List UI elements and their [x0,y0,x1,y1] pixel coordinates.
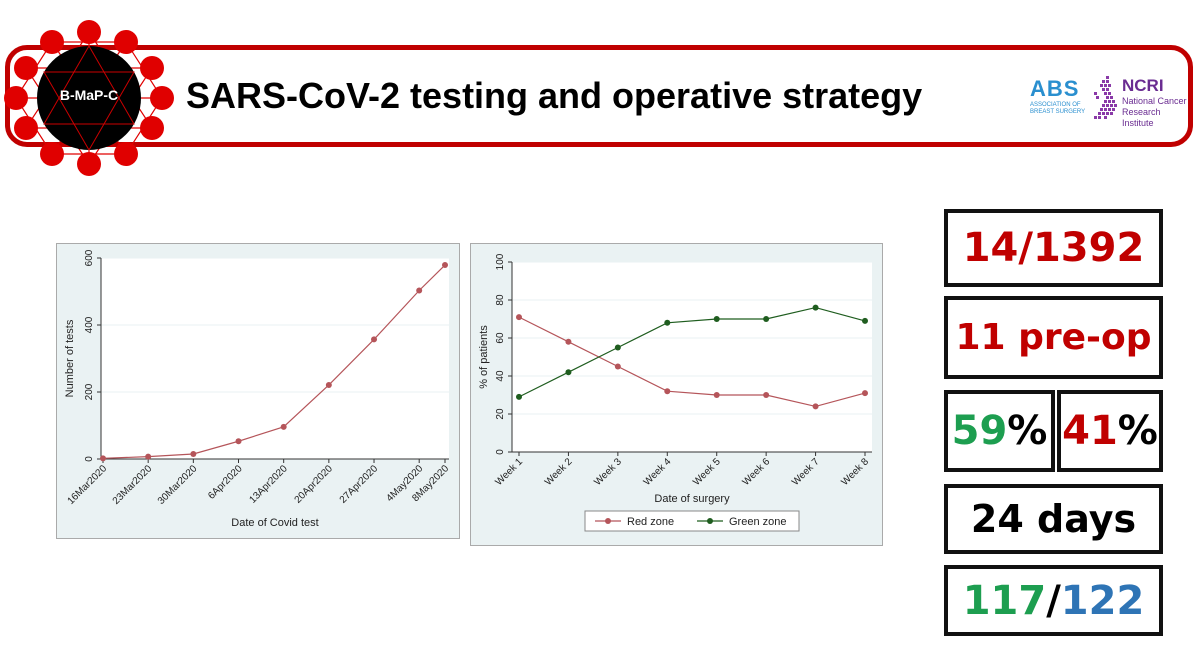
x-tick-label: Week 3 [592,456,624,488]
data-point [235,438,242,445]
green-zone-data-point [516,393,522,400]
stat-red-percent: 41% [1057,390,1163,472]
red-zone-data-point [516,314,522,321]
red-zone-data-point [614,363,621,370]
red-zone-data-point [862,390,868,397]
x-tick-label: Week 6 [741,456,773,488]
data-point [325,381,332,388]
plot-area [512,262,872,452]
stat-pre-op: 11 pre-op [944,296,1163,379]
tests-line-chart: 0 200 400 600 16Mar2020 23Mar2020 30Mar2020 6Ap… [64,249,451,529]
x-tick-label: Week 5 [691,456,723,488]
ncri-logo: NCRI National Cancer Research Institute [1092,74,1192,130]
ncri-logo-subtitle: National Cancer Research Institute [1122,96,1187,128]
red-zone-data-point [812,403,819,410]
y-tick-label: 200 [84,383,95,400]
x-axis-title: Date of Covid test [231,517,318,529]
x-tick-label: 30Mar2020 [156,463,200,507]
slide-title: SARS-CoV-2 testing and operative strateg… [186,75,923,116]
green-zone-data-point [614,344,621,351]
x-tick-label: 20Apr2020 [293,463,336,506]
x-tick-label: 23Mar2020 [111,463,155,507]
tests-chart-panel: 0 200 400 600 16Mar2020 23Mar2020 30Mar2020 6Ap… [56,243,460,539]
y-tick-label: 100 [495,253,506,270]
x-tick-label: 13Apr2020 [247,463,290,506]
green-zone-data-point [664,319,671,326]
stat-positive-tests: 14/1392 [944,209,1163,287]
y-tick-label: 20 [495,408,506,420]
y-tick-label: 600 [84,249,95,266]
stat-green-percent-value: 59 [951,408,1008,454]
x-tick-label: Week 1 [493,456,525,488]
green-zone-data-point [713,316,720,322]
zones-chart-panel: 0 20 40 60 80 100 Week 1 Week 2 Week 3 Week 4 Week… [470,243,883,546]
red-zone-data-point [713,392,720,398]
x-tick-label: 6Apr2020 [206,463,245,502]
bmapc-logo-graphic [4,20,174,176]
red-zone-series-line [518,316,866,408]
stat-ratio-denominator: 122 [1060,577,1145,624]
legend-box [584,510,800,532]
x-axis-title: Date of surgery [654,493,730,505]
green-zone-series-line [518,306,866,398]
y-tick-label: 80 [495,294,506,306]
stat-red-percent-value: 41 [1062,408,1118,454]
red-zone-legend-marker [605,518,611,524]
data-point [145,453,152,460]
green-zone-data-point [862,317,868,324]
y-tick-label: 400 [84,316,95,333]
data-point [416,287,423,294]
uk-map-icon [1094,76,1117,119]
abs-logo-subtitle: ASSOCIATION OF BREAST SURGERY [1030,102,1086,115]
data-point [442,262,448,269]
y-axis-title: % of patients [478,325,490,389]
plot-area [101,258,449,459]
y-axis-title: Number of tests [64,319,76,397]
stat-ratio: 117/122 [944,565,1163,636]
y-tick-label: 0 [84,456,95,462]
data-point [100,455,106,462]
green-zone-legend-marker [707,518,713,524]
y-tick-label: 60 [495,332,506,344]
green-zone-data-point [565,369,572,376]
green-zone-legend-label: Green zone [729,516,786,528]
bmapc-logo-text: B-MaP-C [59,87,119,103]
stat-green-percent-sign: % [1007,408,1048,454]
x-tick-label: Week 4 [642,456,674,488]
red-zone-data-point [763,392,770,398]
data-point [371,336,378,343]
x-tick-label: Week 7 [790,456,822,488]
abs-logo-mark: ABS [1030,76,1080,101]
red-zone-legend-label: Red zone [627,516,674,528]
data-point [190,450,197,457]
zones-line-chart: 0 20 40 60 80 100 Week 1 Week 2 Week 3 Week 4 Week… [478,253,872,532]
y-tick-label: 0 [495,449,506,455]
abs-logo: ABS ASSOCIATION OF BREAST SURGERY [1030,76,1088,124]
x-tick-label: 27Apr2020 [338,463,381,506]
x-tick-label: 16Mar2020 [66,463,110,507]
bmapc-logo [4,16,174,180]
green-zone-data-point [763,316,770,322]
stat-days: 24 days [944,484,1163,554]
data-point [280,423,287,430]
x-tick-label: Week 2 [543,456,575,488]
stat-red-percent-sign: % [1117,408,1158,454]
title-banner [5,45,1193,147]
y-tick-label: 40 [495,370,506,382]
stat-green-percent: 59% [944,390,1055,472]
stat-ratio-separator: / [1046,577,1061,624]
red-zone-data-point [565,338,572,345]
red-zone-data-point [664,388,671,395]
stat-ratio-numerator: 117 [962,577,1047,624]
ncri-logo-mark: NCRI [1122,76,1164,95]
x-tick-label: Week 8 [839,456,871,488]
green-zone-data-point [812,304,819,311]
